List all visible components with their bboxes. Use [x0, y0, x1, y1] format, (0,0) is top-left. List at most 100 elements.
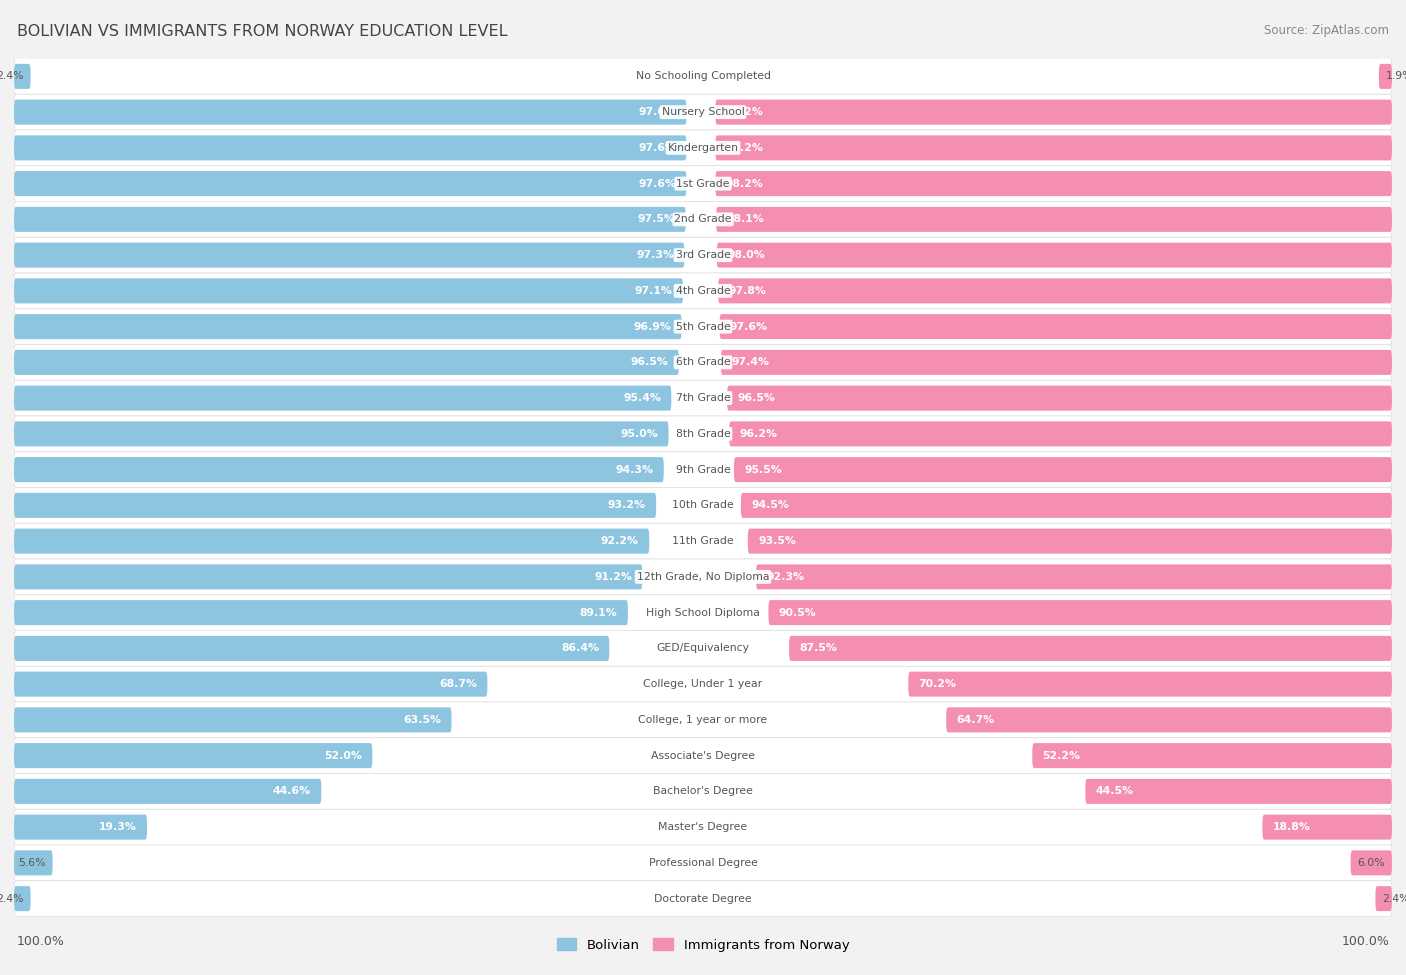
FancyBboxPatch shape — [14, 814, 148, 839]
FancyBboxPatch shape — [716, 207, 1392, 232]
FancyBboxPatch shape — [14, 207, 686, 232]
Text: 98.0%: 98.0% — [727, 251, 765, 260]
Text: 97.5%: 97.5% — [637, 214, 675, 224]
Text: 10th Grade: 10th Grade — [672, 500, 734, 510]
FancyBboxPatch shape — [14, 451, 1392, 488]
Text: 44.6%: 44.6% — [273, 787, 311, 797]
Text: College, Under 1 year: College, Under 1 year — [644, 680, 762, 689]
Text: 8th Grade: 8th Grade — [676, 429, 730, 439]
Text: 4th Grade: 4th Grade — [676, 286, 730, 295]
FancyBboxPatch shape — [14, 528, 650, 554]
Text: 97.6%: 97.6% — [730, 322, 768, 332]
Text: 11th Grade: 11th Grade — [672, 536, 734, 546]
Text: 9th Grade: 9th Grade — [676, 465, 730, 475]
FancyBboxPatch shape — [1351, 850, 1392, 876]
FancyBboxPatch shape — [1263, 814, 1392, 839]
FancyBboxPatch shape — [14, 559, 1392, 595]
Text: 2.4%: 2.4% — [0, 894, 24, 904]
Text: Professional Degree: Professional Degree — [648, 858, 758, 868]
Text: 6th Grade: 6th Grade — [676, 358, 730, 368]
FancyBboxPatch shape — [716, 136, 1392, 161]
FancyBboxPatch shape — [14, 565, 643, 589]
Text: No Schooling Completed: No Schooling Completed — [636, 71, 770, 81]
Text: 5.6%: 5.6% — [18, 858, 46, 868]
FancyBboxPatch shape — [1085, 779, 1392, 803]
Text: 87.5%: 87.5% — [800, 644, 838, 653]
FancyBboxPatch shape — [717, 243, 1392, 268]
Text: 7th Grade: 7th Grade — [676, 393, 730, 403]
FancyBboxPatch shape — [14, 243, 685, 268]
Text: 64.7%: 64.7% — [956, 715, 994, 724]
FancyBboxPatch shape — [14, 99, 686, 125]
FancyBboxPatch shape — [14, 64, 31, 89]
Text: 94.3%: 94.3% — [616, 465, 654, 475]
FancyBboxPatch shape — [14, 95, 1392, 130]
FancyBboxPatch shape — [716, 172, 1392, 196]
Text: GED/Equivalency: GED/Equivalency — [657, 644, 749, 653]
Text: 97.8%: 97.8% — [728, 286, 766, 295]
FancyBboxPatch shape — [946, 708, 1392, 732]
Text: 96.5%: 96.5% — [738, 393, 775, 403]
Text: 91.2%: 91.2% — [595, 572, 633, 582]
Text: 95.5%: 95.5% — [744, 465, 782, 475]
Text: 97.1%: 97.1% — [636, 286, 672, 295]
FancyBboxPatch shape — [14, 773, 1392, 809]
FancyBboxPatch shape — [14, 344, 1392, 380]
FancyBboxPatch shape — [14, 636, 609, 661]
FancyBboxPatch shape — [14, 166, 1392, 202]
Text: College, 1 year or more: College, 1 year or more — [638, 715, 768, 724]
Text: Master's Degree: Master's Degree — [658, 822, 748, 832]
FancyBboxPatch shape — [756, 565, 1392, 589]
Legend: Bolivian, Immigrants from Norway: Bolivian, Immigrants from Norway — [551, 933, 855, 957]
Text: High School Diploma: High School Diploma — [647, 607, 759, 617]
FancyBboxPatch shape — [14, 273, 1392, 309]
Text: Kindergarten: Kindergarten — [668, 143, 738, 153]
Text: 97.6%: 97.6% — [638, 107, 676, 117]
Text: 1.9%: 1.9% — [1386, 71, 1406, 81]
Text: Bachelor's Degree: Bachelor's Degree — [652, 787, 754, 797]
FancyBboxPatch shape — [14, 309, 1392, 344]
FancyBboxPatch shape — [14, 845, 1392, 880]
Text: 98.2%: 98.2% — [725, 107, 763, 117]
Text: Associate's Degree: Associate's Degree — [651, 751, 755, 760]
FancyBboxPatch shape — [908, 672, 1392, 696]
FancyBboxPatch shape — [14, 600, 628, 625]
FancyBboxPatch shape — [14, 385, 671, 410]
Text: 63.5%: 63.5% — [404, 715, 441, 724]
FancyBboxPatch shape — [14, 416, 1392, 451]
Text: 2.4%: 2.4% — [0, 71, 24, 81]
Text: 68.7%: 68.7% — [439, 680, 477, 689]
Text: 95.4%: 95.4% — [623, 393, 661, 403]
FancyBboxPatch shape — [14, 708, 451, 732]
FancyBboxPatch shape — [14, 58, 1392, 95]
Text: 2.4%: 2.4% — [1382, 894, 1406, 904]
Text: 96.9%: 96.9% — [634, 322, 671, 332]
FancyBboxPatch shape — [727, 385, 1392, 410]
FancyBboxPatch shape — [14, 672, 488, 696]
FancyBboxPatch shape — [14, 779, 322, 803]
Text: 90.5%: 90.5% — [779, 607, 817, 617]
Text: 96.2%: 96.2% — [740, 429, 778, 439]
FancyBboxPatch shape — [1379, 64, 1392, 89]
Text: 44.5%: 44.5% — [1095, 787, 1133, 797]
FancyBboxPatch shape — [1032, 743, 1392, 768]
Text: Source: ZipAtlas.com: Source: ZipAtlas.com — [1264, 24, 1389, 37]
Text: 92.2%: 92.2% — [600, 536, 638, 546]
FancyBboxPatch shape — [734, 457, 1392, 482]
FancyBboxPatch shape — [718, 279, 1392, 303]
Text: 98.2%: 98.2% — [725, 178, 763, 188]
Text: 3rd Grade: 3rd Grade — [675, 251, 731, 260]
FancyBboxPatch shape — [14, 421, 669, 447]
FancyBboxPatch shape — [789, 636, 1392, 661]
FancyBboxPatch shape — [14, 631, 1392, 666]
Text: 92.3%: 92.3% — [766, 572, 804, 582]
Text: 12th Grade, No Diploma: 12th Grade, No Diploma — [637, 572, 769, 582]
Text: 97.4%: 97.4% — [731, 358, 769, 368]
Text: 94.5%: 94.5% — [751, 500, 789, 510]
FancyBboxPatch shape — [14, 595, 1392, 631]
Text: 98.1%: 98.1% — [727, 214, 765, 224]
FancyBboxPatch shape — [14, 702, 1392, 738]
FancyBboxPatch shape — [730, 421, 1392, 447]
FancyBboxPatch shape — [14, 809, 1392, 845]
FancyBboxPatch shape — [716, 99, 1392, 125]
